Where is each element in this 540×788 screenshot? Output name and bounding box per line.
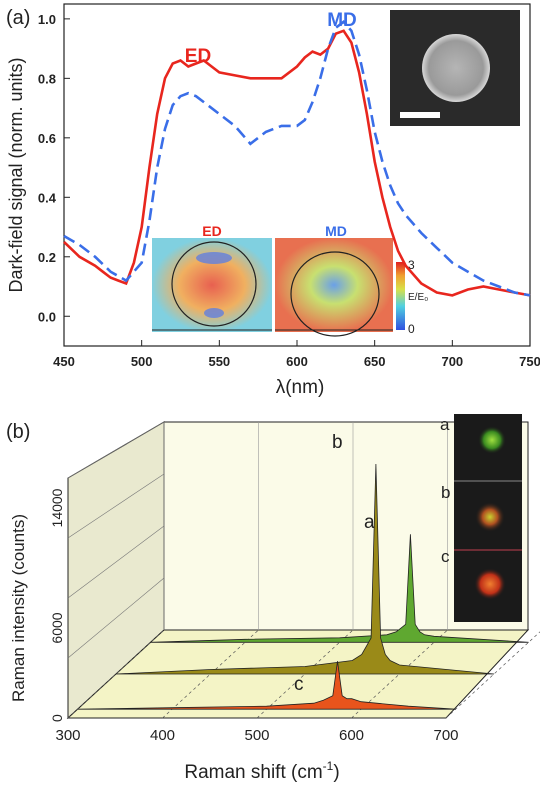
sem-inset [390, 10, 520, 126]
colorbar: 3 E/E₀ 0 [396, 258, 428, 336]
series-md-line [63, 20, 531, 297]
panel-a-ylabel: Dark-field signal (norm. units) [6, 57, 26, 292]
x-tick-label: 500 [131, 354, 153, 369]
y-tick-label: 0.2 [38, 250, 56, 265]
wall-grid-line [67, 525, 165, 599]
sem-nanoparticle [422, 34, 490, 102]
x-tick-label: 550 [208, 354, 230, 369]
panel-b-label: (b) [6, 421, 30, 443]
raman-spectrum-a [150, 534, 529, 643]
panel-a-xlabel: λ(nm) [276, 377, 325, 398]
colorbar-min: 0 [408, 322, 415, 336]
x-tick-label: 750 [519, 354, 540, 369]
optical-spot-c [474, 568, 506, 600]
panel-b-ylabel: Raman intensity (counts) [9, 514, 28, 702]
optical-spot-a [478, 426, 506, 454]
b-y-tick-label: 14000 [49, 488, 65, 527]
peak-label-b: b [332, 432, 343, 453]
inset-ed-title: ED [202, 223, 221, 239]
panel-b-xlabel: Raman shift (cm-1) [184, 759, 339, 783]
inset-md-title: MD [325, 223, 347, 239]
peak-label-c: c [294, 674, 304, 695]
y-tick-label: 0.4 [38, 190, 57, 205]
wall-grid-line [67, 577, 165, 659]
ed-label: ED [185, 46, 211, 67]
floor-grid-line [256, 629, 354, 719]
b-x-tick-label: 300 [55, 727, 80, 744]
peak-label-a: a [364, 512, 375, 533]
optical-inset [454, 414, 522, 622]
x-tick-label: 650 [364, 354, 386, 369]
y-tick-label: 0.6 [38, 131, 56, 146]
floor-grid-line [162, 629, 259, 719]
floor-grid-line [67, 629, 165, 719]
panel-b-ticks: 300 400 500 600 700 0 6000 14000 [49, 488, 459, 744]
panel-b-grid [67, 421, 540, 719]
b-y-tick-label: 6000 [49, 612, 65, 643]
inset-label-b: b [441, 483, 450, 502]
optical-spot-b [475, 502, 505, 532]
floor-grid-line [445, 631, 540, 719]
b-x-tick-label: 600 [339, 727, 364, 744]
b-x-tick-label: 500 [244, 727, 269, 744]
inset-label-c: c [441, 547, 450, 566]
panel-a-series [63, 20, 531, 297]
near-field-ed-inset [152, 238, 272, 332]
raman-spectrum-c [77, 661, 456, 710]
y-tick-label: 0.0 [38, 309, 56, 324]
scale-bar [400, 112, 440, 118]
x-tick-label: 700 [441, 354, 463, 369]
wall-grid-line [67, 473, 165, 539]
panel-b-series [77, 463, 529, 710]
near-field-md-inset [275, 238, 393, 337]
panel-a-yticks: 0.0 0.2 0.4 0.6 0.8 1.0 [38, 12, 70, 324]
colorbar-label: E/E₀ [408, 292, 428, 303]
colorbar-max: 3 [408, 258, 415, 272]
b-x-tick-label: 700 [433, 727, 458, 744]
panel-a-label: (a) [6, 7, 30, 29]
floor-grid-line [351, 629, 448, 719]
x-tick-label: 450 [53, 354, 75, 369]
y-tick-label: 1.0 [38, 12, 56, 27]
wall-grid-line [67, 421, 165, 479]
y-tick-label: 0.8 [38, 71, 56, 86]
md-label: MD [327, 10, 357, 31]
raman-spectrum-b [115, 463, 495, 675]
panel-a-xticks: 450 500 550 600 650 700 750 [53, 340, 540, 369]
series-ed-line [63, 29, 531, 297]
inset-label-a: a [440, 415, 450, 434]
x-tick-label: 600 [286, 354, 308, 369]
b-y-tick-label: 0 [49, 714, 65, 722]
b-x-tick-label: 400 [150, 727, 175, 744]
